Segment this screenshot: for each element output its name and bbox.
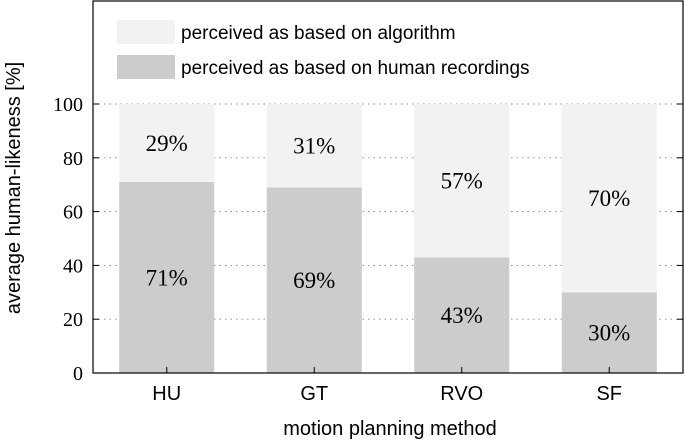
y-tick-label-40: 40 [63,255,83,277]
legend-swatch-human [117,55,175,79]
bar-label-gt-human: 69% [293,268,335,293]
x-tick-label-rvo: RVO [440,383,483,405]
bar-labels: 71% 29% 69% 31% 43% 57% 30% 70% [146,131,631,346]
bar-rvo-human [414,257,510,373]
x-axis-label: motion planning method [283,418,496,440]
bar-gt-human [266,187,362,373]
bar-hu-human [119,182,215,373]
x-tick-label-gt: GT [300,383,328,405]
x-tick-label-hu: HU [152,383,181,405]
plot-frame [92,0,684,374]
legend-label-human: perceived as based on human recordings [181,58,530,79]
bar-label-gt-algorithm: 31% [293,134,335,159]
legend-label-algorithm: perceived as based on algorithm [181,23,456,44]
bar-sf-algorithm [561,104,657,293]
bar-label-sf-algorithm: 70% [588,186,630,211]
y-tick-label-0: 0 [73,363,83,385]
bar-label-hu-human: 71% [146,266,188,291]
y-axis-ticks: 0 20 40 60 80 100 [53,94,683,385]
bar-label-rvo-algorithm: 57% [441,169,483,194]
y-tick-label-60: 60 [63,202,83,224]
y-tick-label-100: 100 [53,94,83,116]
bar-rvo-algorithm [414,104,510,258]
bar-hu-algorithm [119,104,215,183]
bar-sf-human [561,292,657,373]
x-axis-ticks: HU GT RVO SF [152,367,622,405]
legend: perceived as based on algorithm perceive… [117,20,530,79]
bar-gt-algorithm [266,104,362,188]
y-tick-label-80: 80 [63,148,83,170]
y-axis-label: average human-likeness [%] [3,62,25,314]
x-tick-label-sf: SF [596,383,622,405]
bar-label-hu-algorithm: 29% [146,131,188,156]
bar-label-rvo-human: 43% [441,303,483,328]
legend-swatch-algorithm [117,20,175,44]
bars [119,104,657,373]
bar-label-sf-human: 30% [588,321,630,346]
y-tick-label-20: 20 [63,309,83,331]
